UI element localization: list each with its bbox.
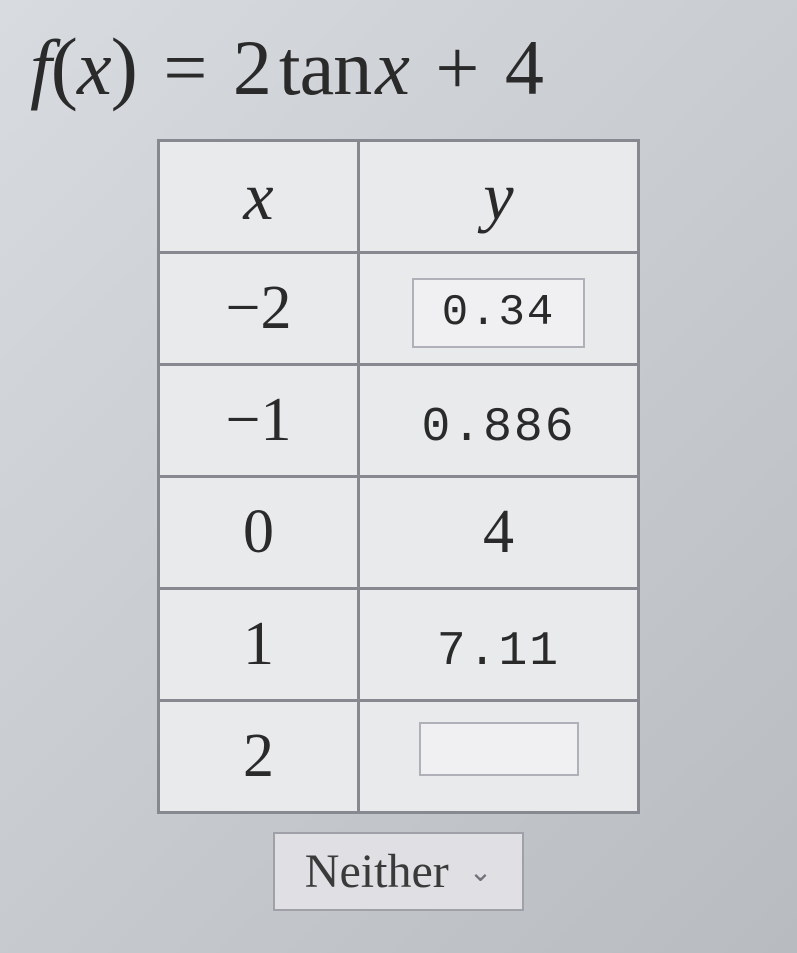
equation-lparen: ( — [51, 21, 77, 112]
equation-var-x2: x — [375, 24, 409, 111]
cell-x-1: −1 — [159, 365, 359, 477]
cell-y-1: 0.886 — [359, 365, 639, 477]
cell-x-2: 0 — [159, 477, 359, 589]
y-value-3: 7.11 — [437, 625, 560, 679]
cell-x-3: 1 — [159, 589, 359, 701]
column-header-x: x — [159, 141, 359, 253]
function-table: x y −2 0.34 −1 0.886 0 4 1 7.11 — [157, 139, 640, 814]
table-header-row: x y — [159, 141, 639, 253]
table-row: −1 0.886 — [159, 365, 639, 477]
symmetry-dropdown[interactable]: Neither ⌄ — [273, 832, 524, 911]
cell-x-4: 2 — [159, 701, 359, 813]
y-input-0[interactable]: 0.34 — [412, 278, 586, 348]
equation-display: f(x) = 2tanx + 4 — [30, 20, 767, 114]
table-row: −2 0.34 — [159, 253, 639, 365]
table-row: 0 4 — [159, 477, 639, 589]
dropdown-container: Neither ⌄ — [30, 832, 767, 911]
dropdown-selected-label: Neither — [305, 844, 449, 899]
equation-coef: 2 — [233, 24, 271, 111]
y-value-2: 4 — [483, 498, 514, 566]
column-header-y: y — [359, 141, 639, 253]
equation-equals: = — [163, 24, 206, 111]
table-row: 1 7.11 — [159, 589, 639, 701]
cell-x-0: −2 — [159, 253, 359, 365]
y-input-4[interactable] — [419, 722, 579, 776]
table-container: x y −2 0.34 −1 0.886 0 4 1 7.11 — [30, 139, 767, 814]
y-value-1: 0.886 — [421, 401, 575, 455]
cell-y-3: 7.11 — [359, 589, 639, 701]
table-row: 2 — [159, 701, 639, 813]
equation-plus: + — [435, 24, 478, 111]
cell-y-2: 4 — [359, 477, 639, 589]
equation-fn: f — [30, 24, 51, 111]
equation-rparen: ) — [111, 21, 137, 112]
cell-y-0[interactable]: 0.34 — [359, 253, 639, 365]
chevron-down-icon: ⌄ — [469, 855, 492, 889]
cell-y-4[interactable] — [359, 701, 639, 813]
equation-tan: tan — [279, 24, 371, 111]
equation-var-x1: x — [77, 24, 111, 111]
equation-const: 4 — [505, 24, 543, 111]
